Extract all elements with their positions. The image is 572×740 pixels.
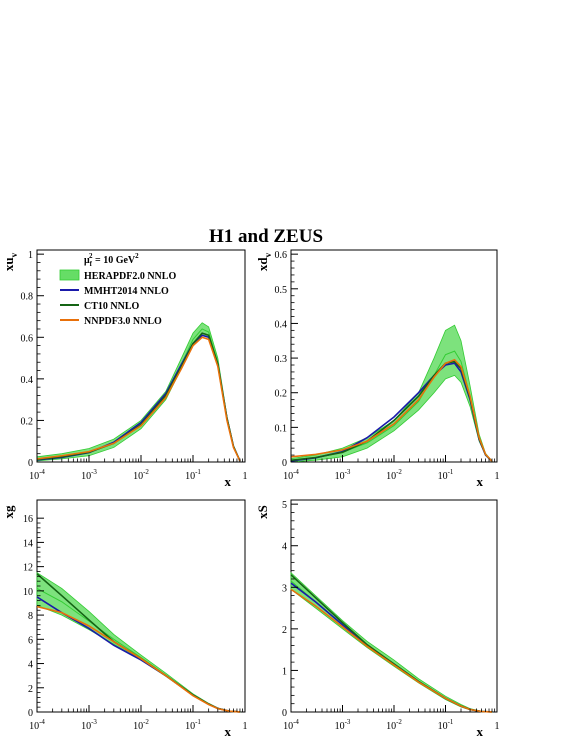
y-tick-label: 0 [28,458,33,469]
x-tick-label: 10-4 [283,718,299,732]
x-tick-label: 10-3 [81,718,97,732]
x-axis-label: x [477,474,484,489]
y-tick-label: 0 [282,458,287,469]
y-tick-label: 16 [23,514,33,525]
y-tick-label: 4 [282,542,287,553]
y-tick-label: 0.3 [275,354,288,365]
y-tick-label: 1 [282,666,287,677]
herapdf-band [290,324,493,463]
y-tick-label: 14 [23,538,33,549]
y-axis-label: xdv [255,252,273,271]
y-tick-label: 3 [282,583,287,594]
x-tick-label: 1 [243,471,248,482]
legend-swatch-band [59,269,80,281]
chart-legend: μf2 = 10 GeV2 HERAPDF2.0 NNLO MMHT2014 NNL… [59,252,176,327]
herapdf-band [290,571,493,713]
y-axis-label: xS [255,505,270,519]
x-tick-label: 10-3 [335,468,351,482]
y-tick-label: 0.5 [275,285,288,296]
herapdf-central-line [36,328,241,462]
y-tick-label: 6 [28,635,33,646]
y-tick-label: 0.8 [21,292,34,303]
y-tick-label: 0 [282,708,287,719]
y-tick-label: 2 [28,684,33,695]
x-tick-label: 10-2 [133,718,149,732]
legend-header: μf2 = 10 GeV2 [84,252,139,268]
x-tick-label: 10-1 [438,718,454,732]
x-axis-label: x [477,724,484,739]
y-tick-label: 0.4 [275,319,288,330]
y-tick-label: 0.2 [275,389,288,400]
legend-label: CT10 NNLO [84,301,140,312]
y-tick-label: 0.6 [275,250,288,261]
panel-xg: 0 2 4 6 8 10 12 14 16 10-4 10-3 10-2 10-1 1x xg [1,499,248,739]
x-tick-label: 10-3 [335,718,351,732]
x-tick-label: 10-2 [386,718,402,732]
y-tick-label: 10 [23,587,33,598]
y-tick-label: 0.6 [21,333,34,344]
nnpdf-line [290,358,493,462]
legend-label: HERAPDF2.0 NNLO [84,271,176,282]
y-tick-label: 12 [23,563,33,574]
y-axis-label: xg [1,505,16,519]
x-axis-label: x [225,474,232,489]
x-tick-label: 1 [243,721,248,732]
legend-label: NNPDF3.0 NNLO [84,316,162,327]
y-axis-label: xuv [1,252,19,271]
nnpdf-line [36,336,241,462]
x-tick-label: 10-4 [29,468,45,482]
y-tick-label: 0.4 [21,375,34,386]
x-tick-label: 10-4 [283,468,299,482]
x-tick-label: 10-1 [438,468,454,482]
herapdf-band [36,571,241,713]
x-tick-label: 10-4 [29,718,45,732]
y-tick-label: 0.2 [21,416,34,427]
nnpdf-line [36,605,241,713]
x-tick-label: 10-2 [386,468,402,482]
y-tick-label: 0 [28,708,33,719]
y-tick-label: 2 [282,625,287,636]
x-axis-label: x [225,724,232,739]
x-tick-label: 1 [495,471,500,482]
mmht-line [36,334,241,462]
nnpdf-line [290,588,493,713]
ct10-line [36,332,241,462]
x-tick-label: 10-1 [185,468,201,482]
panel-xdv: 0 0.1 0.2 0.3 0.4 0.5 0.6 10-4 10-3 10-2 10-1 1x xdv [255,249,500,489]
x-tick-label: 10-2 [133,468,149,482]
x-tick-label: 10-3 [81,468,97,482]
legend-label: MMHT2014 NNLO [84,286,169,297]
x-tick-label: 1 [495,721,500,732]
figure-title: H1 and ZEUS [209,226,323,247]
y-tick-label: 5 [282,500,287,511]
y-tick-label: 8 [28,611,33,622]
y-tick-label: 0.1 [275,423,288,434]
ct10-line [290,574,493,713]
y-tick-label: 4 [28,660,33,671]
x-tick-label: 10-1 [185,718,201,732]
y-tick-label: 1 [28,250,33,261]
